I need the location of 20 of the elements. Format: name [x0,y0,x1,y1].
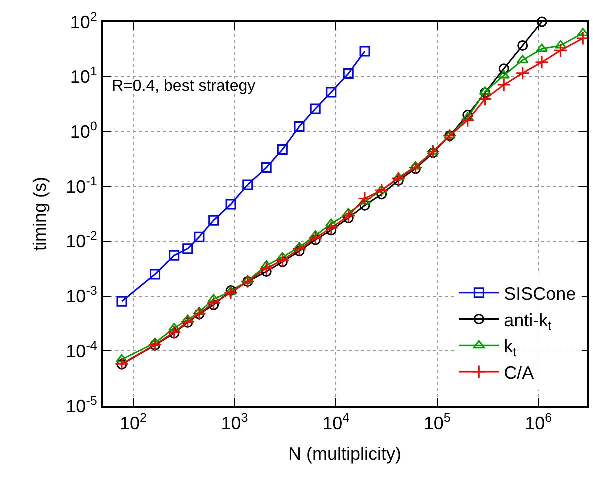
y-tick-label: 10$^{-1}$ [66,174,98,197]
legend-label: SISCone [504,284,576,304]
y-axis-title: timing (s) [30,176,50,252]
annotation: R=0.4, best strategy [112,78,256,95]
x-tick-label: 10$^{4}$ [322,411,350,434]
y-tick-label: 10$^{2}$ [70,10,98,32]
x-tick-label: 10$^{6}$ [525,411,552,434]
legend-label: C/A [504,363,534,384]
y-tick-label: 10$^{0}$ [70,119,98,142]
legend-label: anti-k$_{t}$ [504,310,552,334]
x-tick-label: 10$^{5}$ [424,411,451,434]
y-tick-label: 10$^{-5}$ [66,394,98,416]
legend-label: k$_{t}$ [504,336,518,360]
y-tick-label: 10$^{1}$ [70,64,98,88]
y-tick-label: 10$^{-4}$ [66,338,98,362]
x-tick-label: 10$^{2}$ [120,411,148,434]
y-tick-label: 10$^{-3}$ [66,284,98,307]
x-tick-label: 10$^{3}$ [221,411,248,434]
x-axis-title: N (multiplicity) [288,444,402,464]
y-tick-label: 10$^{-2}$ [66,229,98,252]
